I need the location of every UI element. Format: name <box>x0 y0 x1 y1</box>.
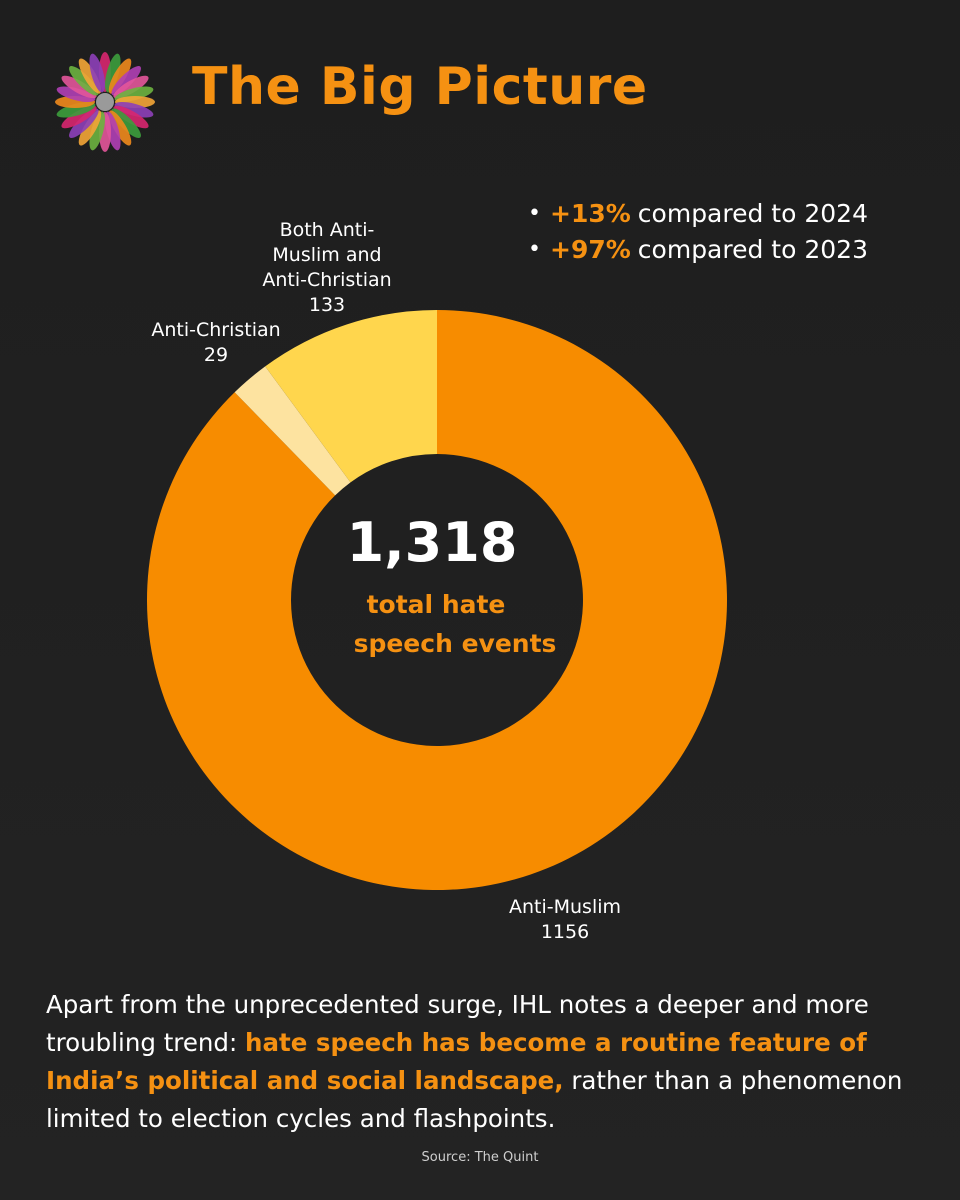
donut-slice-anti-muslim <box>146 310 727 890</box>
center-total: 1,318 <box>347 511 518 574</box>
slice-label-line: 133 <box>309 294 345 316</box>
slice-label-line: 29 <box>204 344 228 366</box>
slice-label: Both Anti- Muslim and Anti-Christian 133 <box>262 219 391 316</box>
logo-petal <box>113 105 149 129</box>
center-caption-line: total hate <box>367 590 506 619</box>
logo-petal <box>114 101 154 118</box>
logo-petal <box>104 53 121 93</box>
logo-petal <box>108 58 132 94</box>
slice-label: Anti-Muslim 1156 <box>509 896 621 943</box>
donut-chart: Anti-Muslim 1156 Anti-Christian 29 Both Anti… <box>146 219 727 943</box>
donut-slice-anti-christian <box>234 366 351 496</box>
page-title: The Big Picture <box>192 57 648 117</box>
bullet-icon: • <box>528 237 541 262</box>
slice-label-line: Anti-Muslim <box>509 896 621 918</box>
stat-item: • +97% compared to 2023 <box>528 232 868 268</box>
stat-text: compared to 2024 <box>637 199 868 228</box>
slice-label-line: Both Anti- <box>280 219 375 241</box>
logo-petal <box>69 108 99 138</box>
slice-label-line: Anti-Christian <box>151 319 280 341</box>
stat-value: +13% <box>550 199 631 228</box>
slice-label: Anti-Christian 29 <box>151 319 280 366</box>
stat-value: +97% <box>550 235 631 264</box>
logo-petal <box>78 110 102 146</box>
logo-petal <box>56 86 96 103</box>
caption-highlight: hate speech has become a routine feature… <box>46 1028 867 1095</box>
logo-petal <box>89 53 106 93</box>
logo-petal <box>61 75 97 99</box>
caption-paragraph: Apart from the unprecedented surge, IHL … <box>46 986 926 1138</box>
donut-slice-both-anti-muslim-and-anti-christian <box>265 310 437 483</box>
stat-item: • +13% compared to 2024 <box>528 196 868 232</box>
stats-list: • +13% compared to 2024 • +97% compared … <box>528 196 868 268</box>
caption-text: rather than a phenomenon limited to elec… <box>46 1066 903 1133</box>
slice-label-line: Anti-Christian <box>262 269 391 291</box>
logo-petal <box>69 66 99 96</box>
slice-label-line: 1156 <box>541 921 589 943</box>
center-caption-line: speech events <box>354 629 557 658</box>
slice-label-line: Muslim and <box>272 244 381 266</box>
logo-petal <box>111 108 141 138</box>
stat-text: compared to 2023 <box>637 235 868 264</box>
caption-text: Apart from the unprecedented surge, IHL … <box>46 990 869 1057</box>
source-credit: Source: The Quint <box>421 1150 539 1165</box>
logo-petal <box>111 66 141 96</box>
flower-logo-icon <box>55 52 155 152</box>
logo-petal <box>89 111 106 151</box>
bullet-icon: • <box>528 201 541 226</box>
